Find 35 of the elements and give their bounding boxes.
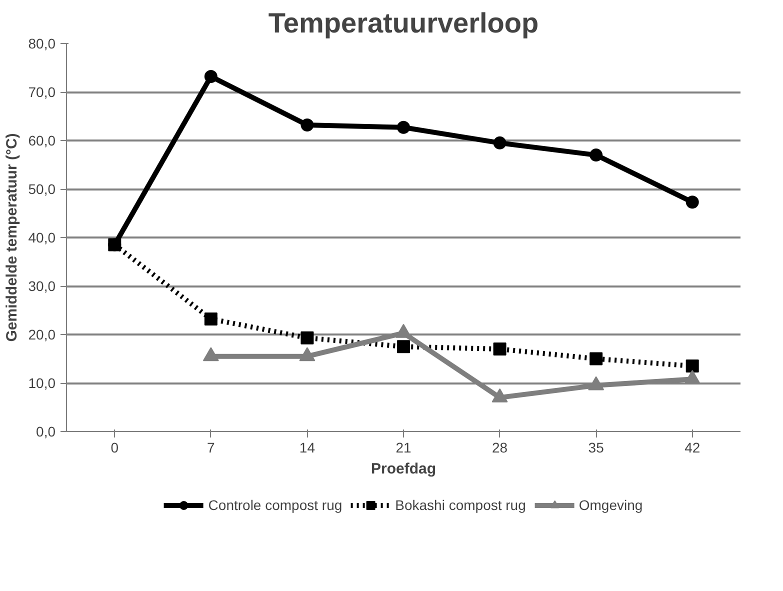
x-axis-title: Proefdag	[370, 460, 436, 478]
point	[493, 342, 506, 356]
y-tick-label: 40,0	[28, 230, 56, 246]
point	[686, 360, 699, 373]
legend-label: Omgeving	[578, 497, 643, 513]
point	[493, 136, 506, 150]
point	[108, 238, 122, 252]
point	[300, 331, 314, 344]
x-tick-label: 0	[110, 440, 119, 456]
y-tick-label: 60,0	[28, 132, 56, 148]
y-tick-label: 30,0	[28, 278, 56, 294]
point	[397, 340, 410, 354]
legend-label: Bokashi compost rug	[395, 497, 526, 513]
y-axis-title: Gemiddelde temperatuur (°C)	[3, 133, 20, 342]
y-tick-label: 70,0	[28, 84, 56, 100]
x-tick-label: 28	[492, 440, 508, 456]
point	[300, 118, 314, 132]
x-tick-label: 21	[396, 440, 412, 456]
x-tick-label: 7	[207, 440, 216, 456]
y-tick-label: 80,0	[28, 36, 56, 52]
point	[686, 196, 699, 209]
x-tick-label: 42	[684, 440, 700, 456]
x-tick-label: 14	[299, 440, 316, 456]
point	[590, 352, 603, 366]
x-tick-label: 35	[588, 440, 604, 456]
legend-label: Controle compost rug	[208, 497, 342, 513]
point	[204, 70, 218, 83]
point	[204, 312, 218, 326]
y-tick-label: 10,0	[28, 375, 56, 391]
y-tick-label: 50,0	[28, 181, 56, 197]
y-tick-label: 20,0	[28, 326, 56, 342]
point	[590, 148, 603, 162]
chart-title: Temperatuurverloop	[268, 8, 539, 38]
y-tick-label: 0,0	[36, 424, 56, 440]
point	[397, 120, 410, 134]
